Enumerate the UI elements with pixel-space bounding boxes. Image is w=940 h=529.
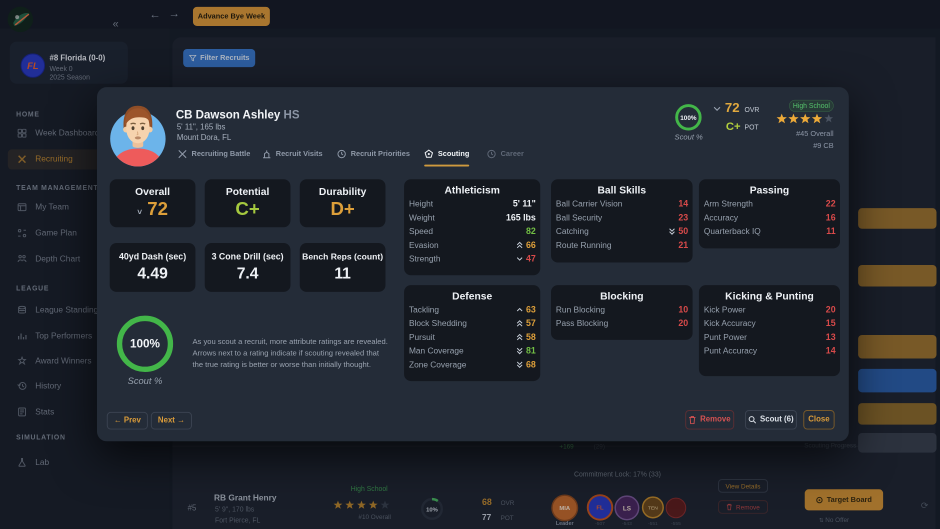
svg-text:LS: LS — [623, 505, 631, 512]
svg-text:Leader: Leader — [556, 521, 575, 526]
svg-text:100%: 100% — [130, 338, 161, 351]
svg-text:-543: -543 — [622, 521, 632, 526]
svg-text:100%: 100% — [680, 115, 697, 122]
svg-text:-555: -555 — [671, 521, 681, 526]
svg-text:-551: -551 — [648, 521, 658, 526]
svg-text:-507: -507 — [595, 521, 605, 526]
svg-text:MIA: MIA — [559, 506, 571, 512]
svg-text:TEN: TEN — [648, 505, 658, 511]
svg-text:10%: 10% — [426, 507, 439, 513]
svg-text:FL: FL — [27, 61, 39, 71]
svg-text:FL: FL — [596, 505, 604, 511]
